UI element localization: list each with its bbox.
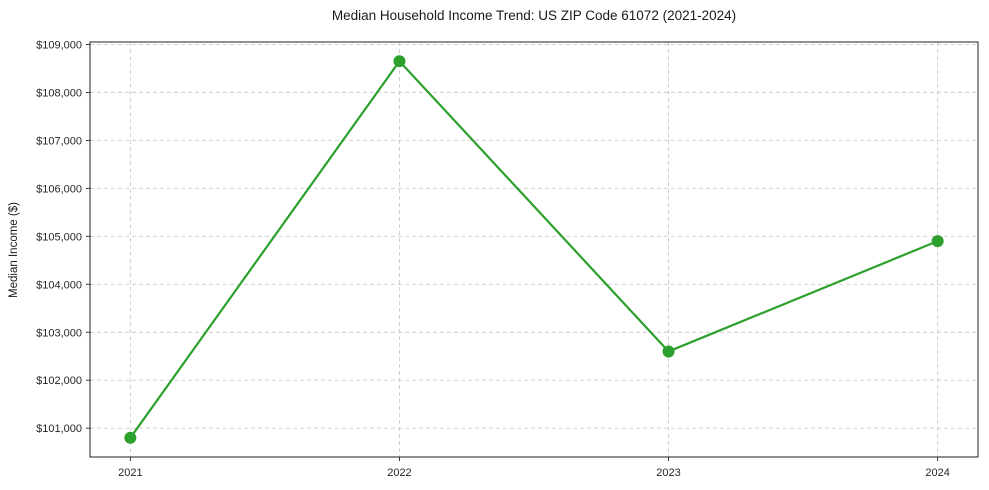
- y-tick-label: $101,000: [36, 423, 82, 435]
- y-tick-label: $102,000: [36, 375, 82, 387]
- y-tick-label: $105,000: [36, 231, 82, 243]
- chart-title: Median Household Income Trend: US ZIP Co…: [331, 8, 737, 23]
- x-tick-label: 2022: [387, 467, 411, 479]
- x-tick-label: 2021: [118, 467, 142, 479]
- data-point-2023: [662, 345, 675, 358]
- data-point-2022: [393, 55, 406, 68]
- y-tick-label: $104,000: [36, 279, 82, 291]
- y-tick-label: $106,000: [36, 183, 82, 195]
- y-tick-label: $108,000: [36, 87, 82, 99]
- y-tick-label: $107,000: [36, 135, 82, 147]
- trend-line: [129, 60, 939, 439]
- x-tick-label: 2024: [925, 467, 949, 479]
- y-tick-label: $109,000: [36, 39, 82, 51]
- x-tick-label: 2023: [656, 467, 680, 479]
- data-point-2021: [124, 431, 137, 444]
- plot-border: [89, 41, 979, 458]
- data-point-2024: [931, 235, 944, 248]
- y-tick-label: $103,000: [36, 327, 82, 339]
